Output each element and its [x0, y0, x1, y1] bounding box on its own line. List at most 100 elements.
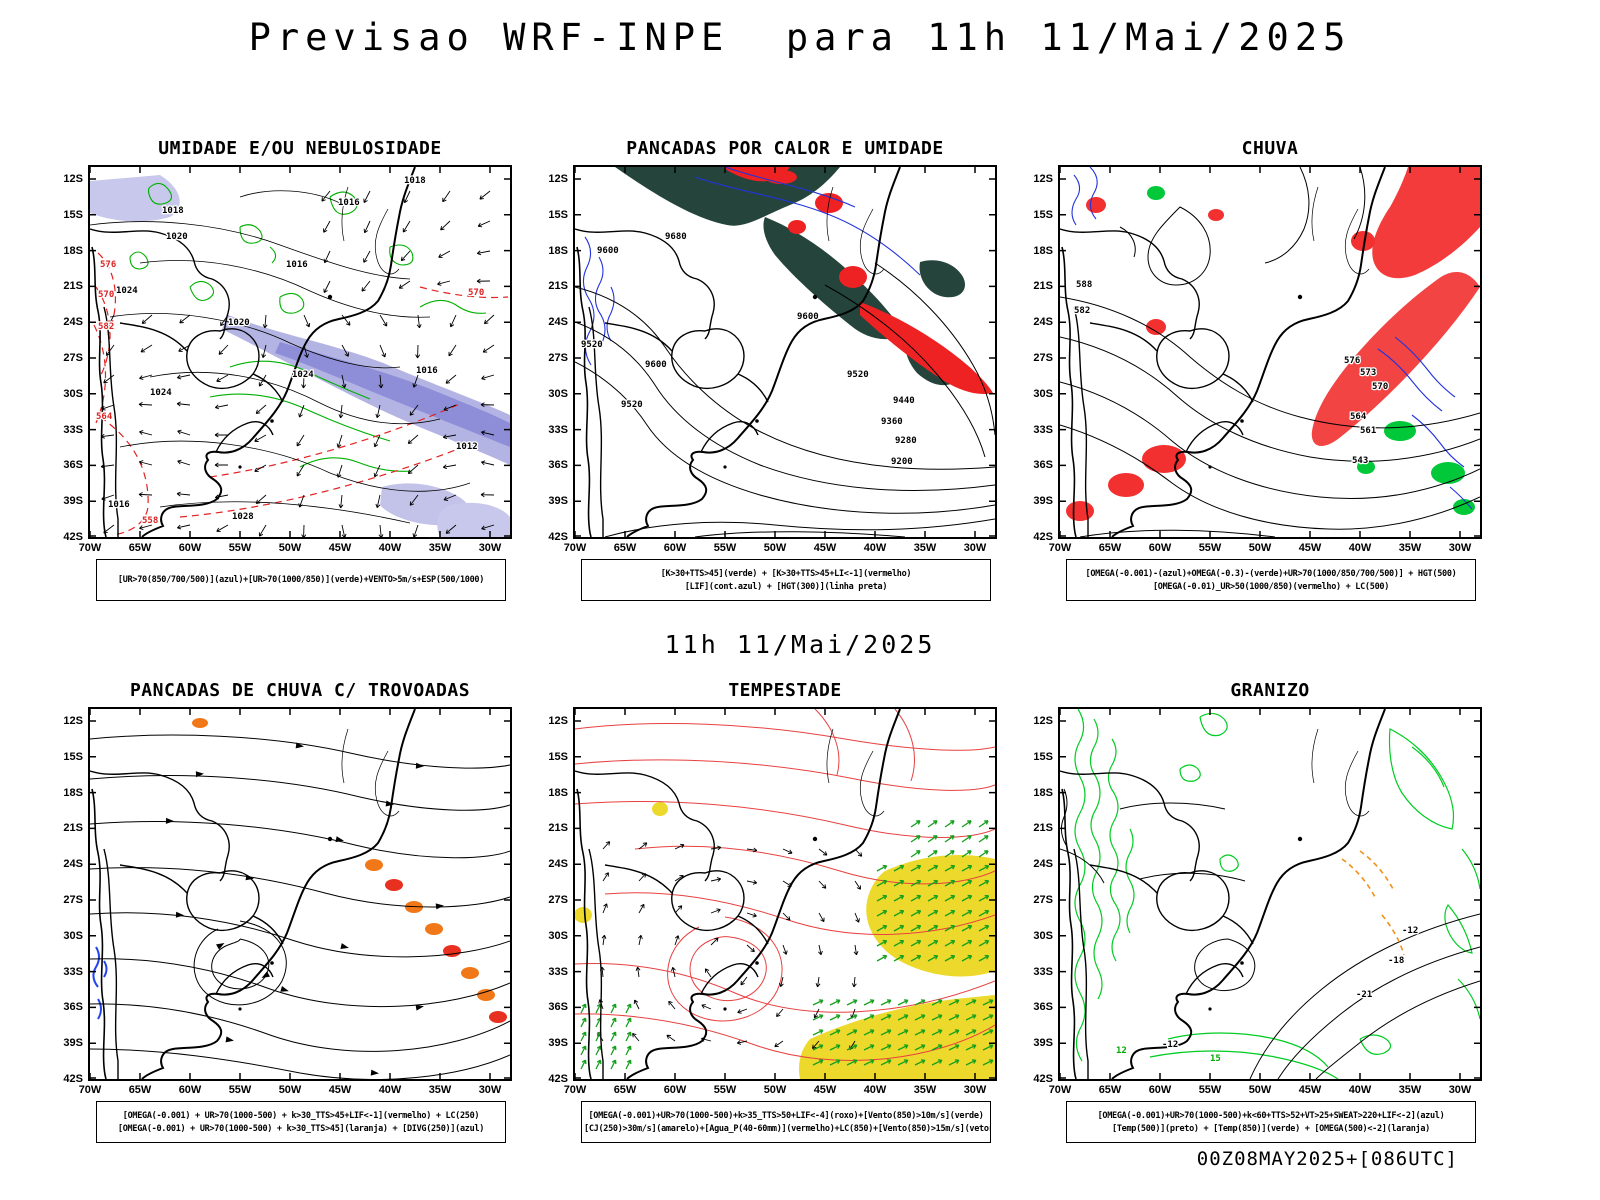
lat-tick-label: 30S — [548, 929, 568, 942]
lon-tick-label: 70W — [78, 1084, 102, 1096]
map-canvas — [575, 709, 995, 1079]
caption-box: [K>30+TTS>45](verde) + [K>30+TTS>45+LI<-… — [581, 559, 991, 601]
lat-tick-label: 36S — [63, 459, 83, 472]
contour-label: 9600 — [797, 312, 819, 322]
map-chuva: 588 582 576 573 570 564 561 543 12S 15S 18S 21S 24S… — [1033, 165, 1482, 554]
contour-label: 543 — [1352, 456, 1368, 466]
contour-label: 9200 — [891, 457, 913, 467]
contour-label: 564 — [1350, 412, 1367, 422]
contour-label: 15 — [1210, 1054, 1221, 1064]
height500-contours — [1060, 167, 1480, 537]
lon-tick-label: 55W — [713, 542, 737, 554]
contour-label: 9520 — [581, 340, 603, 350]
map-canvas: 1018 1016 1018 1020 1016 1024 1020 1016 1024 1024… — [90, 167, 510, 537]
lon-tick-label: 60W — [1148, 1084, 1172, 1096]
lat-tick-label: 15S — [1033, 750, 1053, 763]
lon-tick-label: 30W — [478, 1084, 502, 1096]
lat-tick-label: 12S — [548, 173, 568, 185]
caption-line: [K>30+TTS>45](verde) + [K>30+TTS>45+LI<-… — [660, 568, 912, 579]
lon-tick-label: 50W — [278, 1084, 302, 1096]
lon-tick-label: 65W — [613, 1084, 637, 1096]
lat-tick-label: 27S — [1033, 894, 1053, 906]
lon-tick-label: 65W — [1098, 542, 1122, 554]
lat-tick-label: 18S — [1033, 244, 1053, 257]
map-pancadas-trovoadas: 12S 15S 18S 21S 24S 27S 30S 33S 36S 39S 42S 70W 65W… — [63, 707, 512, 1096]
caption-line: [OMEGA(-0.001) + UR>70(1000-500) + k>30_… — [122, 1110, 480, 1121]
panel-pancadas-trovoadas: PANCADAS DE CHUVA C/ TROVOADAS — [30, 680, 512, 1143]
blue-divergence-marks — [92, 946, 108, 1020]
caption-box: [OMEGA(-0.001)-(azul)+OMEGA(-0.3)-(verde… — [1066, 559, 1476, 601]
contour-label: 582 — [1074, 306, 1090, 316]
contour-label: 1016 — [338, 198, 360, 208]
panel-title: PANCADAS POR CALOR E UMIDADE — [626, 138, 944, 159]
lat-tick-label: 21S — [63, 822, 83, 835]
contour-label: 9600 — [597, 246, 619, 256]
red-rain-shading — [1066, 167, 1480, 521]
lat-tick-label: 12S — [1033, 715, 1053, 727]
map-umidade-nebulosidade: 1018 1016 1018 1020 1016 1024 1020 1016 1024 1024… — [63, 165, 512, 554]
contour-label: 573 — [1360, 368, 1376, 378]
contour-label: -12 — [1402, 926, 1418, 936]
lat-tick-label: 24S — [1033, 316, 1053, 329]
lon-tick-label: 70W — [563, 542, 587, 554]
lon-tick-label: 45W — [1298, 1084, 1322, 1096]
lon-tick-label: 45W — [328, 1084, 352, 1096]
lat-tick-label: 42S — [63, 1073, 83, 1085]
lon-tick-label: 35W — [428, 1084, 452, 1096]
panel-chuva: CHUVA — [1000, 138, 1482, 601]
caption-line: [CJ(250)>30m/s](amarelo)+[Agua_P(40-60mm… — [584, 1123, 991, 1134]
lon-tick-label: 45W — [813, 542, 837, 554]
lon-tick-label: 40W — [863, 542, 887, 554]
pressure-contours — [90, 190, 471, 524]
lat-tick-label: 21S — [548, 280, 568, 293]
lat-tick-label: 36S — [548, 459, 568, 472]
lat-tick-label: 27S — [548, 894, 568, 906]
lon-tick-label: 60W — [663, 1084, 687, 1096]
lon-tick-label: 50W — [1248, 1084, 1272, 1096]
lon-tick-label: 30W — [963, 1084, 987, 1096]
contour-label: 9280 — [895, 436, 917, 446]
blue-lif-contours — [582, 167, 921, 366]
streamlines — [90, 734, 510, 1079]
lon-tick-label: 30W — [478, 542, 502, 554]
panel-title: UMIDADE E/OU NEBULOSIDADE — [158, 138, 442, 159]
coastline-borders — [90, 167, 510, 537]
map-canvas: -12 -18 -21 -12 12 15 — [1060, 709, 1480, 1079]
contour-label: 570 — [468, 288, 484, 298]
lon-tick-label: 55W — [1198, 1084, 1222, 1096]
lon-tick-label: 55W — [1198, 542, 1222, 554]
lon-tick-label: 60W — [178, 542, 202, 554]
lat-tick-label: 27S — [63, 894, 83, 906]
contour-label: -18 — [1388, 956, 1404, 966]
lon-tick-label: 45W — [1298, 542, 1322, 554]
coastline-borders — [1060, 167, 1480, 537]
lat-tick-label: 21S — [63, 280, 83, 293]
lon-tick-label: 35W — [1398, 542, 1422, 554]
lon-tick-label: 65W — [613, 542, 637, 554]
contour-label: 1018 — [162, 206, 184, 216]
lat-tick-label: 27S — [63, 352, 83, 364]
contour-value-labels: 9680 9600 9520 9600 9520 9600 9520 9440 9360 9280… — [580, 231, 918, 469]
contour-label: 588 — [1076, 280, 1092, 290]
lat-tick-label: 39S — [548, 1037, 568, 1050]
contour-label: 9600 — [645, 360, 667, 370]
lon-tick-label: 65W — [1098, 1084, 1122, 1096]
contour-value-labels: 1018 1016 1018 1020 1016 1024 1020 1016 1024 1024… — [95, 175, 486, 528]
caption-line: [OMEGA(-0.001)-(azul)+OMEGA(-0.3)-(verde… — [1085, 568, 1457, 579]
lat-tick-label: 15S — [548, 208, 568, 221]
map-pancadas-calor: 9680 9600 9520 9600 9520 9600 9520 9440 9360 9280… — [548, 165, 997, 554]
lat-tick-label: 18S — [63, 786, 83, 799]
height300-contours — [575, 262, 995, 537]
lat-tick-label: 27S — [548, 352, 568, 364]
lat-tick-label: 12S — [63, 173, 83, 185]
page-title: Previsao WRF-INPE para 11h 11/Mai/2025 — [248, 16, 1352, 59]
lat-tick-label: 21S — [1033, 280, 1053, 293]
contour-label: 1024 — [150, 388, 172, 398]
lat-tick-label: 15S — [63, 750, 83, 763]
lon-tick-label: 45W — [328, 542, 352, 554]
contour-label: 1024 — [292, 370, 314, 380]
lat-tick-label: 24S — [1033, 858, 1053, 871]
contour-label: 9520 — [847, 370, 869, 380]
